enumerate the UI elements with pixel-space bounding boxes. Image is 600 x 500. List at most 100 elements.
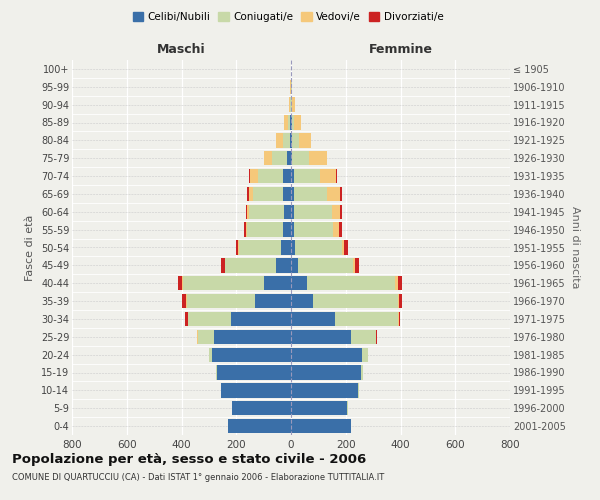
Bar: [334, 222, 339, 237]
Bar: [288, 116, 290, 130]
Y-axis label: Anni di nascita: Anni di nascita: [569, 206, 580, 289]
Bar: [291, 169, 294, 183]
Bar: [292, 116, 294, 130]
Bar: [253, 187, 283, 201]
Bar: [221, 383, 291, 398]
Bar: [263, 151, 272, 166]
Bar: [291, 383, 358, 398]
Bar: [287, 151, 291, 166]
Bar: [185, 312, 188, 326]
Bar: [178, 276, 182, 290]
Bar: [290, 98, 291, 112]
Bar: [291, 133, 292, 148]
Bar: [247, 204, 248, 219]
Bar: [291, 330, 351, 344]
Bar: [355, 258, 359, 272]
Bar: [228, 419, 291, 433]
Bar: [291, 204, 294, 219]
Bar: [272, 151, 287, 166]
Bar: [291, 294, 313, 308]
Bar: [291, 98, 292, 112]
Bar: [187, 294, 256, 308]
Bar: [341, 240, 344, 254]
Bar: [395, 276, 398, 290]
Bar: [284, 204, 291, 219]
Bar: [289, 98, 290, 112]
Bar: [291, 187, 294, 201]
Bar: [294, 204, 332, 219]
Bar: [248, 204, 284, 219]
Bar: [398, 294, 399, 308]
Bar: [291, 312, 335, 326]
Bar: [309, 151, 326, 166]
Bar: [398, 312, 400, 326]
Bar: [276, 258, 291, 272]
Bar: [332, 204, 340, 219]
Bar: [292, 151, 309, 166]
Bar: [291, 366, 361, 380]
Bar: [335, 312, 398, 326]
Bar: [209, 348, 212, 362]
Bar: [263, 276, 291, 290]
Bar: [283, 133, 290, 148]
Bar: [358, 383, 359, 398]
Bar: [353, 258, 355, 272]
Bar: [247, 187, 248, 201]
Bar: [294, 169, 320, 183]
Bar: [281, 240, 291, 254]
Bar: [291, 419, 351, 433]
Bar: [313, 294, 398, 308]
Bar: [276, 133, 283, 148]
Bar: [340, 187, 341, 201]
Bar: [339, 222, 341, 237]
Bar: [291, 276, 307, 290]
Bar: [250, 169, 258, 183]
Bar: [256, 294, 291, 308]
Bar: [236, 240, 238, 254]
Bar: [231, 312, 291, 326]
Bar: [294, 116, 301, 130]
Bar: [226, 258, 276, 272]
Bar: [291, 240, 295, 254]
Bar: [295, 240, 341, 254]
Text: Maschi: Maschi: [157, 44, 206, 57]
Bar: [290, 133, 291, 148]
Bar: [292, 133, 299, 148]
Bar: [291, 222, 294, 237]
Bar: [291, 258, 298, 272]
Bar: [283, 187, 291, 201]
Bar: [216, 366, 217, 380]
Bar: [399, 294, 402, 308]
Bar: [336, 169, 337, 183]
Bar: [258, 169, 283, 183]
Bar: [232, 401, 291, 415]
Bar: [298, 258, 353, 272]
Bar: [294, 222, 334, 237]
Bar: [221, 258, 225, 272]
Bar: [212, 348, 291, 362]
Bar: [248, 187, 253, 201]
Bar: [344, 240, 349, 254]
Bar: [239, 240, 281, 254]
Bar: [294, 187, 326, 201]
Bar: [398, 276, 402, 290]
Bar: [188, 312, 231, 326]
Y-axis label: Fasce di età: Fasce di età: [25, 214, 35, 280]
Text: Popolazione per età, sesso e stato civile - 2006: Popolazione per età, sesso e stato civil…: [12, 452, 366, 466]
Bar: [247, 222, 283, 237]
Bar: [198, 330, 214, 344]
Bar: [291, 401, 347, 415]
Bar: [283, 169, 291, 183]
Bar: [246, 204, 247, 219]
Bar: [351, 330, 376, 344]
Bar: [320, 169, 336, 183]
Bar: [292, 98, 295, 112]
Bar: [291, 348, 362, 362]
Bar: [183, 276, 263, 290]
Bar: [307, 276, 395, 290]
Bar: [214, 330, 291, 344]
Bar: [361, 366, 363, 380]
Bar: [326, 187, 340, 201]
Bar: [283, 222, 291, 237]
Bar: [182, 294, 187, 308]
